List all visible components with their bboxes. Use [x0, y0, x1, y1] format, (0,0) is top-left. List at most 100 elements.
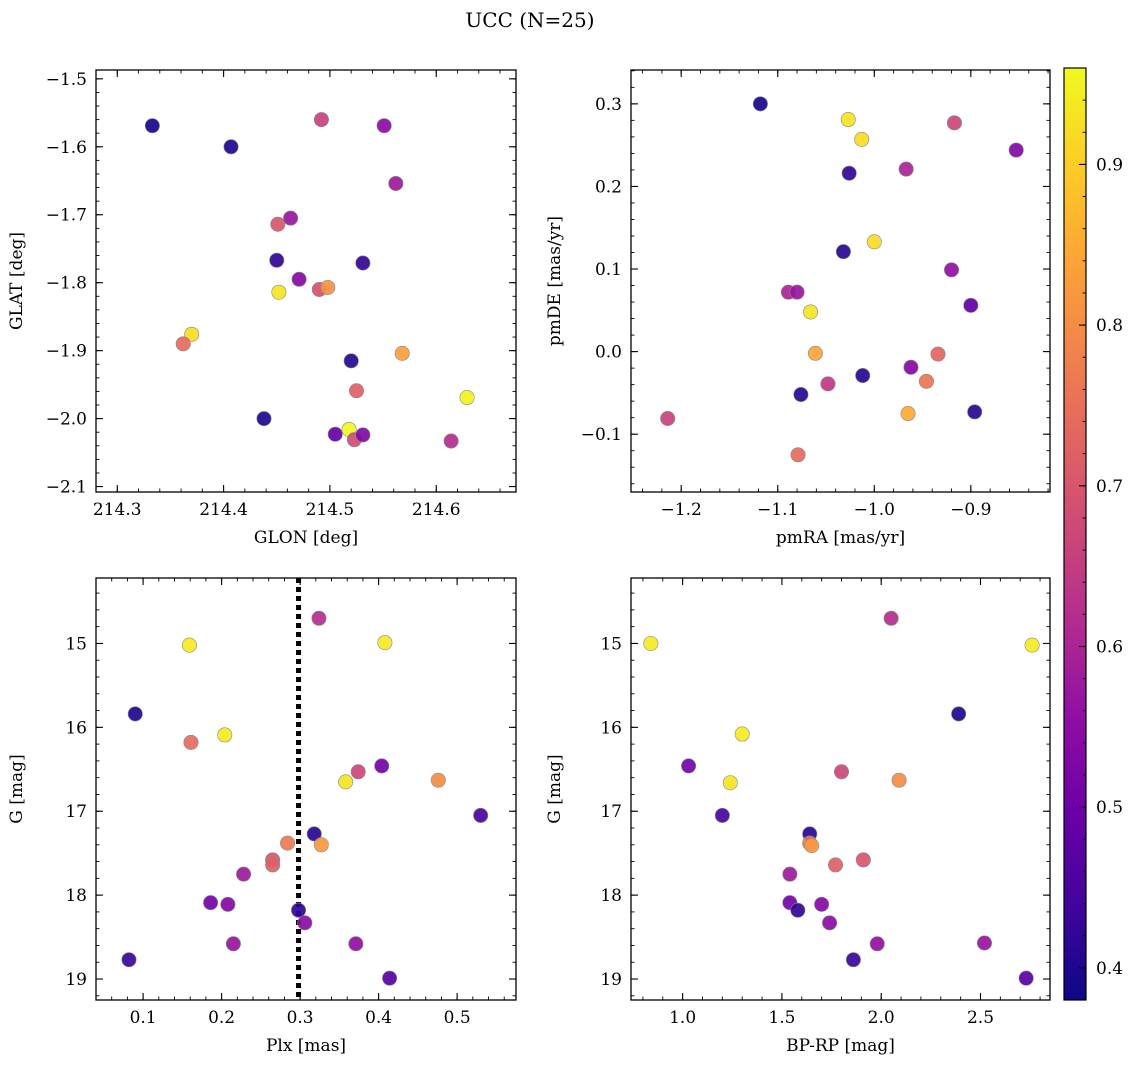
x-tick-label: 2.5: [967, 1008, 994, 1028]
axes-frame: [630, 69, 1051, 493]
y-tick-label: 17: [600, 802, 622, 822]
data-point: [181, 637, 197, 653]
y-tick-label: 0.1: [595, 260, 622, 280]
data-point: [313, 837, 329, 853]
x-tick-label: 0.5: [444, 1008, 471, 1028]
data-point: [283, 210, 299, 226]
colorbar: 0.4 0.5 0.6 0.7 0.8 0.9: [1063, 67, 1123, 1001]
data-point: [946, 115, 962, 131]
data-point: [822, 915, 838, 931]
data-point: [869, 936, 885, 952]
data-point: [217, 727, 233, 743]
data-point: [951, 706, 967, 722]
y-tick-label: 15: [600, 634, 622, 654]
x-axis-label: BP-RP [mag]: [786, 1036, 895, 1056]
data-point: [291, 902, 307, 918]
x-tick-label: −0.9: [950, 500, 991, 520]
data-point: [175, 336, 191, 352]
data-point: [349, 383, 365, 399]
data-point: [866, 234, 882, 250]
x-tick-label: 1.5: [768, 1008, 795, 1028]
data-point: [790, 902, 806, 918]
data-point: [236, 866, 252, 882]
data-point: [835, 244, 851, 260]
y-tick-label: −0.1: [581, 425, 622, 445]
data-point: [327, 426, 343, 442]
data-point: [643, 635, 659, 651]
y-tick-label: −1.9: [46, 342, 87, 362]
axes-frame: [95, 577, 517, 1001]
panel-3: 0.1 0.2 0.3 0.4 0.5 15 16 17 18 19 Plx [mas] G [mag…: [7, 577, 517, 1056]
data-point: [828, 857, 844, 873]
y-axis-label: pmDE [mas/yr]: [545, 216, 565, 346]
data-point: [793, 387, 809, 403]
data-point: [883, 610, 899, 626]
data-point: [350, 764, 366, 780]
y-tick-label: 18: [600, 886, 622, 906]
figure-title: UCC (N=25): [465, 8, 594, 32]
data-point: [900, 406, 916, 422]
y-axis-label: GLAT [deg]: [7, 232, 27, 330]
data-point: [473, 807, 489, 823]
data-point: [752, 96, 768, 112]
y-tick-label: −1.7: [46, 206, 87, 226]
x-tick-label: 214.3: [93, 500, 142, 520]
data-point: [280, 835, 296, 851]
data-point: [790, 447, 806, 463]
panel-4: 1.0 1.5 2.0 2.5 15 16 17 18 19 BP-RP [mag] G [mag]: [545, 577, 1051, 1056]
data-point: [804, 838, 820, 854]
data-point: [320, 279, 336, 295]
data-point: [976, 935, 992, 951]
data-point: [443, 433, 459, 449]
data-point: [814, 896, 830, 912]
x-tick-label: 214.5: [306, 500, 355, 520]
x-axis-label: GLON [deg]: [254, 528, 358, 548]
data-point: [382, 970, 398, 986]
data-point: [374, 758, 390, 774]
data-point: [355, 255, 371, 271]
x-tick-label: 214.4: [199, 500, 248, 520]
data-point: [734, 726, 750, 742]
data-point: [854, 131, 870, 147]
data-point: [271, 284, 287, 300]
data-point: [714, 807, 730, 823]
data-point: [807, 345, 823, 361]
y-axis-label: G [mag]: [7, 754, 27, 823]
data-point: [840, 112, 856, 128]
data-point: [903, 359, 919, 375]
data-point: [313, 112, 329, 128]
data-point: [891, 772, 907, 788]
y-tick-label: −2.1: [46, 478, 87, 498]
y-tick-label: 17: [65, 802, 87, 822]
y-tick-label: 0.2: [595, 177, 622, 197]
data-point: [789, 284, 805, 300]
data-point: [376, 118, 392, 134]
data-point: [225, 936, 241, 952]
data-point: [127, 706, 143, 722]
data-point: [348, 936, 364, 952]
x-tick-label: 2.0: [868, 1008, 895, 1028]
data-point: [306, 826, 322, 842]
data-point: [343, 353, 359, 369]
data-point: [203, 895, 219, 911]
x-axis-label: Plx [mas]: [266, 1036, 346, 1056]
y-tick-label: 0.3: [595, 95, 622, 115]
y-tick-label: −1.6: [46, 138, 87, 158]
y-tick-label: −1.5: [46, 70, 87, 90]
data-point: [394, 345, 410, 361]
x-tick-label: 0.1: [130, 1008, 157, 1028]
data-point: [855, 852, 871, 868]
data-point: [660, 411, 676, 427]
x-tick-label: −1.1: [757, 500, 798, 520]
data-point: [121, 952, 137, 968]
colorbar-tick-label: 0.8: [1096, 316, 1123, 336]
y-tick-label: 18: [65, 886, 87, 906]
data-point: [845, 952, 861, 968]
colorbar-tick-label: 0.9: [1096, 155, 1123, 175]
y-tick-label: −2.0: [46, 410, 87, 430]
data-point: [963, 297, 979, 313]
data-point: [256, 411, 272, 427]
data-point: [918, 373, 934, 389]
data-point: [297, 915, 313, 931]
